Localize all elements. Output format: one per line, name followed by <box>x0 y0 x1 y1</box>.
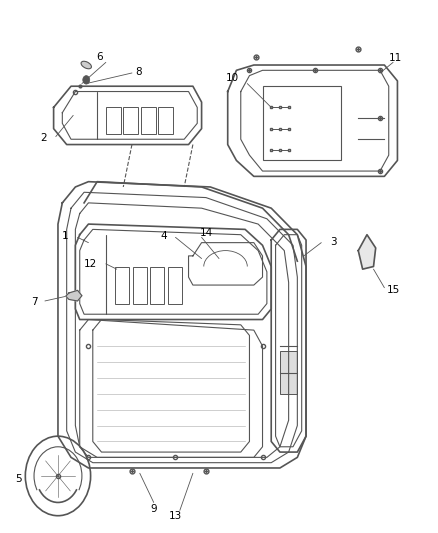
Text: 10: 10 <box>226 73 239 83</box>
Text: 1: 1 <box>62 231 69 241</box>
Text: 15: 15 <box>386 285 400 295</box>
Text: 13: 13 <box>169 511 182 521</box>
Bar <box>168 266 182 304</box>
Text: 8: 8 <box>135 67 142 77</box>
Bar <box>133 266 147 304</box>
Text: 14: 14 <box>199 228 212 238</box>
Text: 3: 3 <box>330 237 337 247</box>
Circle shape <box>83 76 90 84</box>
Bar <box>116 266 129 304</box>
Ellipse shape <box>81 61 92 69</box>
Bar <box>106 108 121 134</box>
Bar <box>150 266 164 304</box>
Bar <box>141 108 156 134</box>
Polygon shape <box>358 235 376 269</box>
Text: 2: 2 <box>40 133 47 143</box>
Bar <box>158 108 173 134</box>
Text: 7: 7 <box>31 297 38 307</box>
Text: 12: 12 <box>84 259 97 269</box>
Bar <box>280 351 297 394</box>
Text: 9: 9 <box>150 504 157 514</box>
Bar <box>123 108 138 134</box>
Text: 5: 5 <box>15 474 22 483</box>
Text: 4: 4 <box>160 231 167 241</box>
Bar <box>262 86 341 160</box>
Text: 11: 11 <box>389 53 402 63</box>
Polygon shape <box>66 290 82 301</box>
Text: 6: 6 <box>96 52 102 62</box>
